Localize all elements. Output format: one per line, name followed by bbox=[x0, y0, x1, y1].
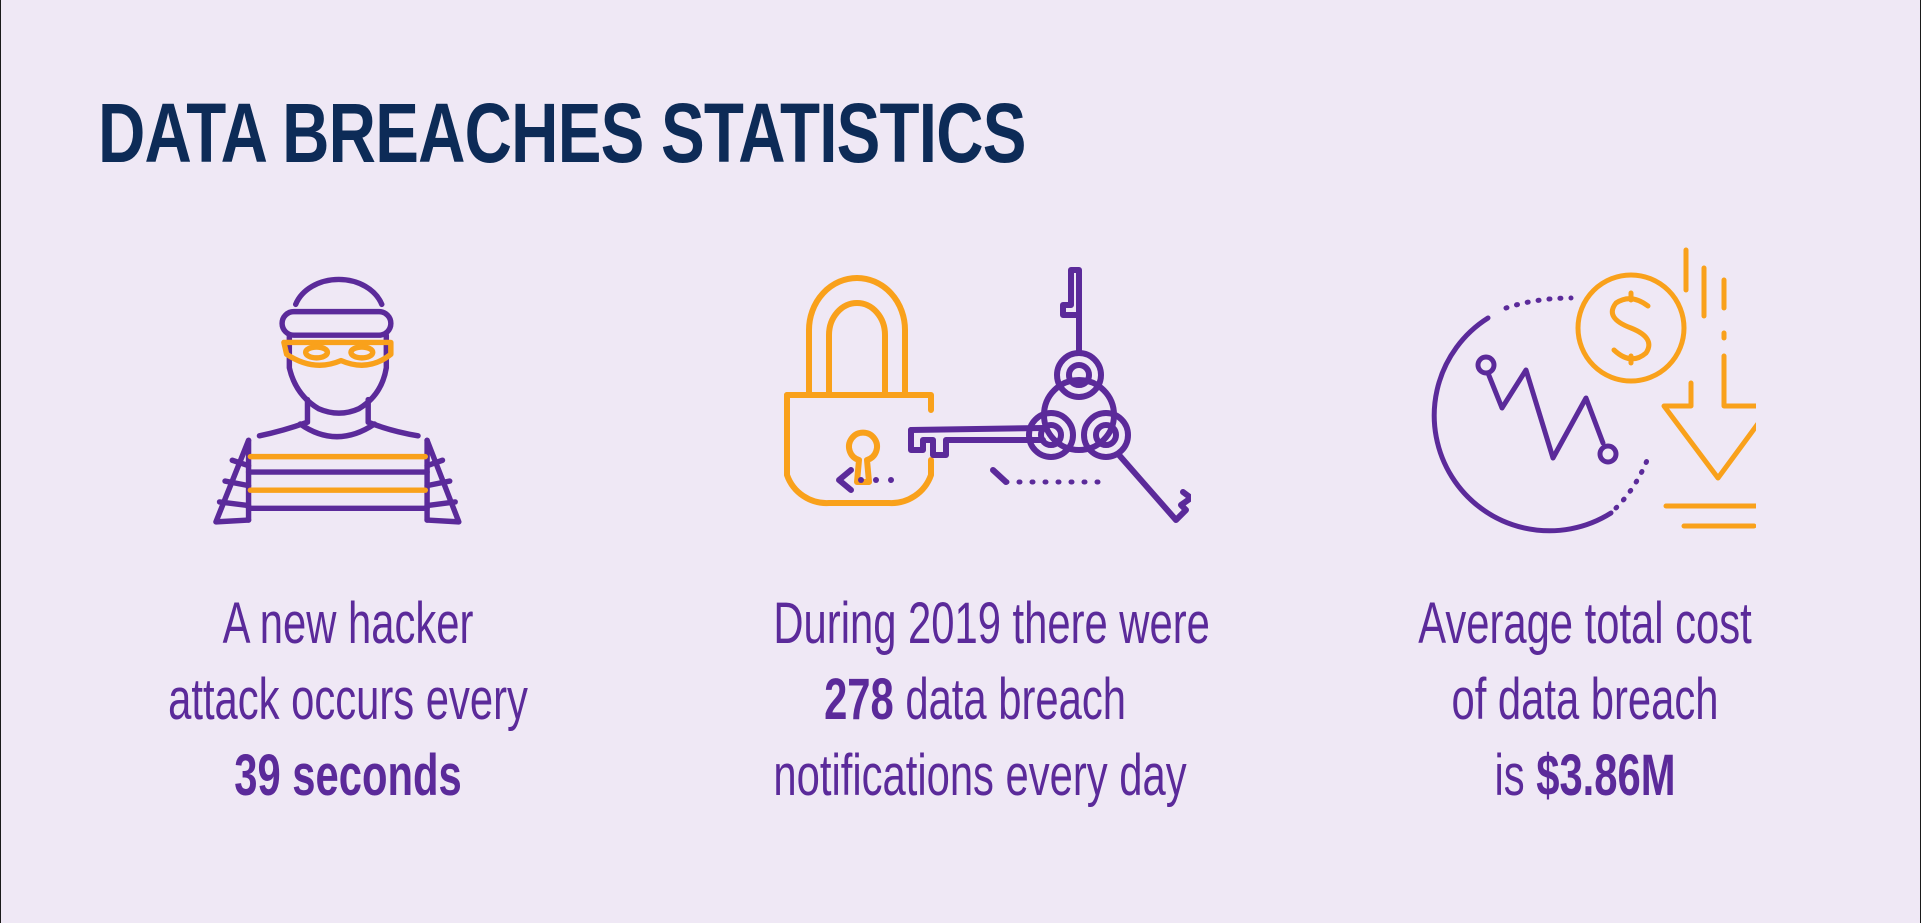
cost-decline-icon bbox=[1431, 247, 1756, 534]
caption-text: data breach bbox=[893, 667, 1126, 732]
stat-caption-breaches: During 2019 there were 278 data breach n… bbox=[695, 586, 1255, 814]
caption-text: is bbox=[1494, 743, 1537, 808]
stat-caption-cost: Average total cost of data breach is $3.… bbox=[1305, 586, 1865, 814]
caption-line: Average total cost bbox=[1418, 591, 1752, 656]
hacker-icon bbox=[213, 276, 462, 525]
page-title: DATA BREACHES STATISTICS bbox=[98, 86, 1026, 180]
caption-line: attack occurs every bbox=[168, 667, 528, 732]
caption-line: notifications every day bbox=[773, 743, 1187, 808]
stat-highlight: 278 bbox=[824, 667, 894, 732]
caption-line: of data breach bbox=[1451, 667, 1719, 732]
stat-caption-hacker: A new hacker attack occurs every 39 seco… bbox=[68, 586, 628, 814]
caption-line: A new hacker bbox=[222, 591, 474, 656]
caption-line: During 2019 there were bbox=[773, 591, 1210, 656]
lock-and-keys-icon bbox=[784, 267, 1191, 523]
stat-highlight: 39 seconds bbox=[234, 743, 462, 808]
stat-highlight: $3.86M bbox=[1536, 743, 1676, 808]
